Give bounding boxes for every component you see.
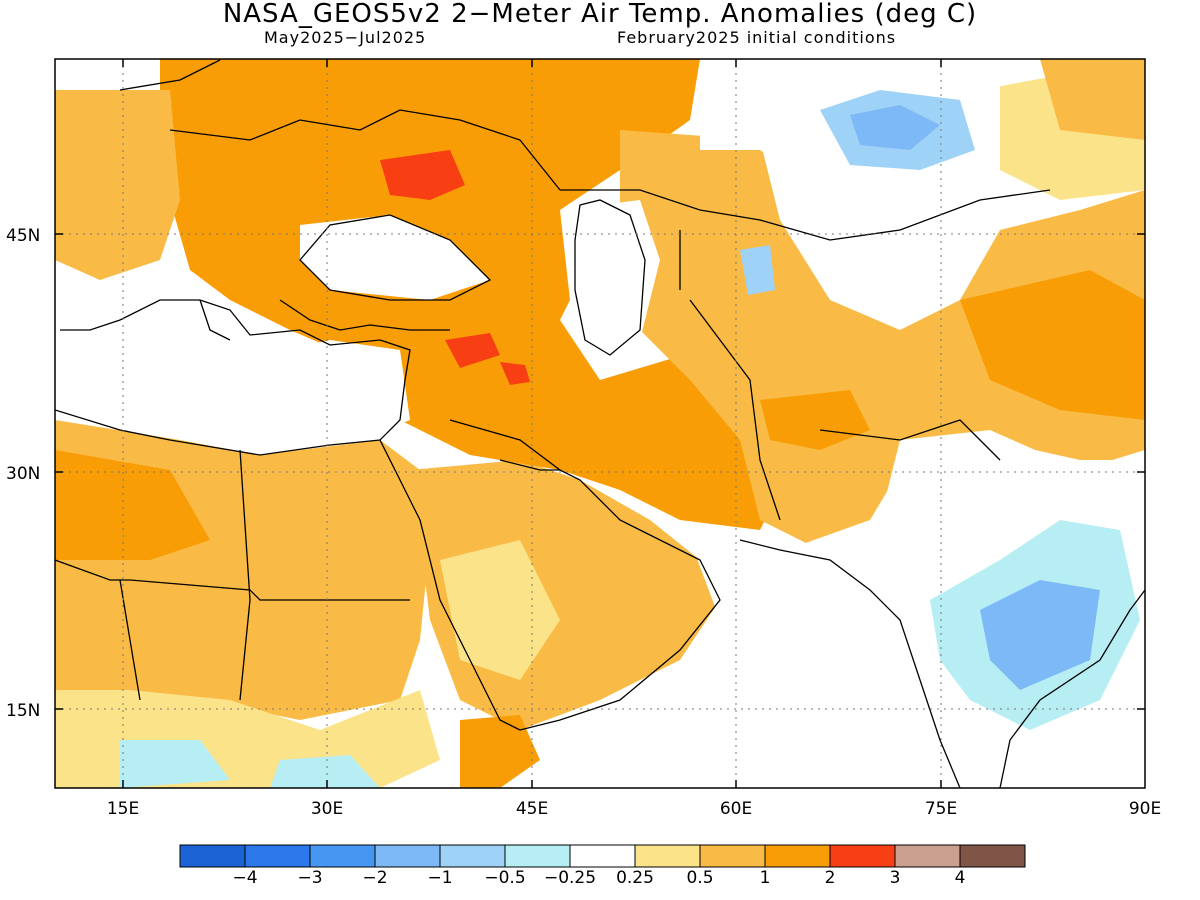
black-sea-hotspot	[380, 150, 465, 200]
lon-label-15e: 15E	[107, 799, 139, 819]
black-sea-white	[300, 215, 490, 300]
coastlines	[55, 59, 1145, 788]
colorbar-label: −1	[427, 868, 453, 888]
kazakhstan-cold-core	[850, 105, 940, 150]
caspian-white	[560, 200, 660, 360]
colorbar-swatch	[764, 844, 831, 868]
colorbar-swatch	[634, 844, 701, 868]
colorbar-swatch	[829, 844, 896, 868]
europe-middle-east-anomaly	[160, 59, 790, 530]
colorbar-swatch	[179, 844, 246, 868]
colorbar-label: −0.25	[543, 868, 597, 888]
central-asia-anomaly	[620, 130, 1145, 550]
colorbar-swatch	[894, 844, 961, 868]
india-cool-core	[980, 580, 1100, 690]
colorbar-swatch	[244, 844, 311, 868]
lat-label-15n: 15N	[6, 701, 40, 721]
colorbar-swatch	[959, 844, 1026, 868]
colorbar-label: −3	[297, 868, 323, 888]
colorbar-label: 3	[889, 868, 901, 888]
colorbar-swatch	[309, 844, 376, 868]
arabia-yellow-anomaly	[440, 540, 560, 680]
colorbar-swatch	[504, 844, 571, 868]
colorbar-label: −2	[362, 868, 388, 888]
lon-label-45e: 45E	[516, 799, 548, 819]
lat-label-30n: 30N	[6, 464, 40, 484]
iraq-hotspot	[500, 362, 530, 385]
east-africa-cool-anomaly	[120, 740, 230, 788]
colorbar-swatch	[699, 844, 766, 868]
colorbar-swatch	[374, 844, 441, 868]
map-frame	[54, 58, 1146, 789]
turkey-hotspot	[445, 333, 500, 368]
lon-label-30e: 30E	[311, 799, 343, 819]
colorbar-label: 1	[759, 868, 771, 888]
mediterranean-white	[55, 320, 410, 450]
northeast-orange-anomaly	[1040, 59, 1145, 140]
colorbar-label: −4	[232, 868, 258, 888]
anomaly-field	[55, 59, 1145, 788]
forecast-period: May2025−Jul2025	[264, 28, 427, 47]
colorbar-label: −0.5	[484, 868, 526, 888]
colorbar-label: 4	[954, 868, 966, 888]
west-europe-yellow-anomaly	[55, 90, 180, 280]
initial-conditions: February2025 initial conditions	[617, 28, 897, 47]
horn-cool-anomaly	[270, 755, 380, 788]
chart-title: NASA_GEOS5v2 2−Meter Air Temp. Anomalies…	[222, 0, 978, 29]
kazakh-small-cool	[740, 245, 775, 295]
lat-label-45n: 45N	[6, 226, 40, 246]
colorbar-swatch	[439, 844, 506, 868]
lon-label-90e: 90E	[1129, 799, 1161, 819]
axis-ticks	[55, 59, 1145, 788]
iran-orange-anomaly	[760, 390, 870, 450]
lon-label-75e: 75E	[925, 799, 957, 819]
colorbar-label: 0.25	[616, 868, 654, 888]
sahara-orange-anomaly	[55, 450, 210, 560]
colorbar-label: 0.5	[686, 868, 714, 888]
graticule	[55, 59, 1145, 788]
colorbar-label: 2	[824, 868, 836, 888]
colorbar	[179, 844, 1026, 868]
tibet-orange-anomaly	[960, 270, 1145, 420]
lon-label-60e: 60E	[720, 799, 752, 819]
gulf-aden-anomaly	[460, 715, 540, 788]
colorbar-swatch	[569, 844, 636, 868]
